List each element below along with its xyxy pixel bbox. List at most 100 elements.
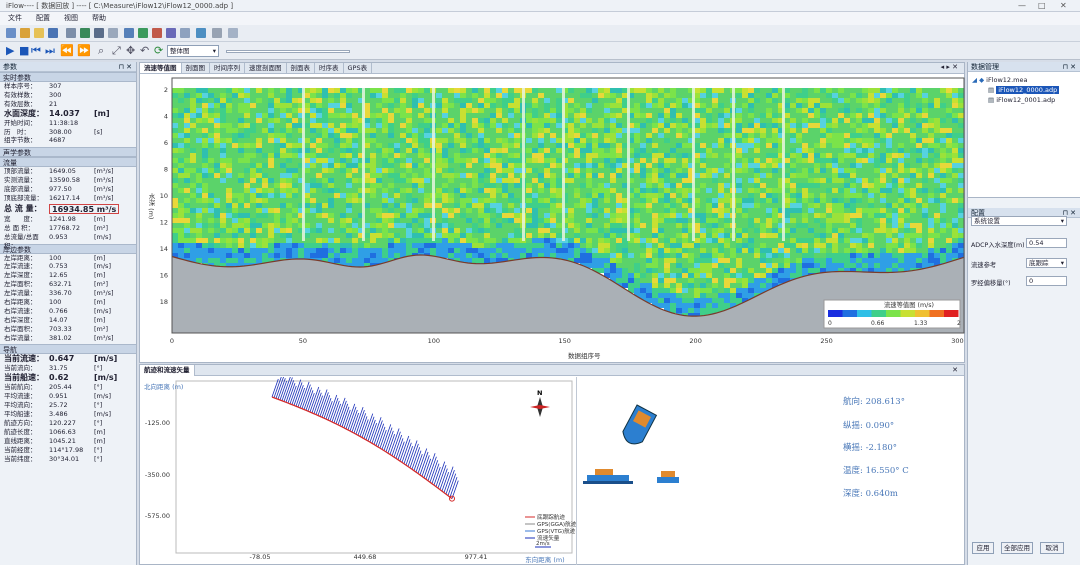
fit-icon[interactable]: ⤢ [112, 44, 121, 57]
param-label: 左岸流量： [4, 289, 37, 298]
tab-track-vectors[interactable]: 航迹和流速矢量 [140, 365, 195, 376]
config-select[interactable]: 系统设置 ▾ [971, 216, 1067, 226]
tab-time-table[interactable]: 时序表 [315, 63, 344, 73]
adcp-depth-input[interactable]: 0.54 [1026, 238, 1067, 248]
track-y-label: 北向距离 (m) [144, 382, 183, 391]
track-close-icon[interactable]: ✕ [952, 366, 958, 374]
pan-icon[interactable]: ✥ [126, 44, 136, 57]
param-value: 4687 [49, 136, 66, 145]
chart-icon[interactable] [138, 28, 148, 38]
section-bank[interactable]: 岸边参数 [0, 243, 136, 254]
tab-gps-table[interactable]: GPS表 [344, 63, 373, 73]
tab-close-icon[interactable]: ◂ ▸ ✕ [940, 63, 958, 71]
tab-profile-table[interactable]: 剖面表 [287, 63, 315, 73]
step-forward-icon[interactable]: ⏭ [45, 44, 55, 57]
menu-help[interactable]: 帮助 [92, 14, 106, 22]
boat-attitude-view [583, 404, 679, 484]
maximize-button[interactable]: □ [1038, 1, 1046, 10]
x-tick-label: 100 [428, 337, 440, 345]
param-unit: [m/s] [94, 232, 111, 241]
section-flow[interactable]: 流量 [0, 157, 136, 168]
param-row: 平均流向： 25.72 [°] [0, 401, 136, 410]
param-row: 右岸距离： 100 [m] [0, 298, 136, 307]
param-row: 总流量/总面积： 0.953 [m/s] [0, 232, 136, 250]
step-back-icon[interactable]: ⏮ [31, 44, 41, 57]
apply-button[interactable]: 应用 [972, 542, 994, 554]
param-row: 顶底部流量： 16217.14 [m³/s] [0, 194, 136, 203]
undo-icon[interactable]: ↶ [140, 44, 150, 57]
fast-forward-icon[interactable]: ⏩ [77, 44, 91, 57]
track-y-tick: -125.00 [145, 419, 170, 427]
compass-offset-input[interactable]: 0 [1026, 276, 1067, 286]
tree-item-file-1[interactable]: ▤ iFlow12_0001.adp [972, 96, 1076, 104]
param-unit: [m] [94, 315, 106, 324]
menu-view[interactable]: 视图 [64, 14, 78, 22]
velocity-ref-select[interactable]: 底跟踪 ▾ [1026, 258, 1067, 268]
file-icon: ▤ [988, 86, 995, 94]
settings-icon[interactable] [94, 28, 104, 38]
tab-time-series[interactable]: 时间序列 [210, 63, 245, 73]
zoom-icon[interactable]: ⌕ [98, 44, 105, 57]
view-select[interactable]: 整体图 ▾ [167, 45, 219, 57]
boat-front-icon [657, 471, 679, 483]
velocity-contour-plot[interactable]: 2 4 6 8 10 12 14 16 18 0 50 100 150 200 250 300 流速等值图 (m… [140, 75, 966, 363]
save-icon[interactable] [48, 28, 58, 38]
minimize-button[interactable]: — [1018, 1, 1026, 10]
param-unit: [m/s] [94, 373, 118, 383]
pin-icon[interactable]: ⊓ ✕ [118, 63, 132, 71]
playback-slider[interactable] [226, 50, 350, 53]
new-file-icon[interactable] [6, 28, 16, 38]
param-value: 114°17.98 [49, 445, 84, 454]
riverbed-line [171, 254, 965, 317]
total-flow-row: 总 流 量： 16934.85 m³/s [0, 203, 136, 214]
play-icon[interactable]: ▶ [6, 44, 15, 57]
param-value: 13590.58 [49, 176, 81, 185]
tree-item-project[interactable]: ◢ ◆ iFlow12.mea [972, 76, 1076, 84]
apply-all-button[interactable]: 全部应用 [1001, 542, 1033, 554]
param-value: 703.33 [49, 324, 72, 333]
param-row: 组字节数： 4687 [0, 136, 136, 145]
open-folder-icon[interactable] [34, 28, 44, 38]
tab-velocity-contour[interactable]: 流速等值图 [140, 63, 182, 73]
tab-velocity-profile[interactable]: 速度剖面图 [245, 63, 287, 73]
menu-config[interactable]: 配置 [36, 14, 50, 22]
pin-icon[interactable]: ⊓ ✕ [1062, 63, 1076, 71]
bottom-track-line [271, 396, 453, 500]
flow-rows-2: 宽 度：1241.98[m]总 面 积：17768.72[m²]总流量/总面积：… [0, 215, 136, 250]
print-icon[interactable] [212, 28, 222, 38]
grid-icon[interactable] [124, 28, 134, 38]
cancel-button[interactable]: 取消 [1040, 542, 1064, 554]
param-unit: [m³/s] [94, 185, 114, 194]
menu-file[interactable]: 文件 [8, 14, 22, 22]
pin-icon[interactable]: ⊓ ✕ [1062, 209, 1076, 217]
marker-icon[interactable] [80, 28, 90, 38]
param-label: 右岸深度： [4, 315, 37, 324]
rewind-icon[interactable]: ⏪ [60, 44, 74, 57]
layout-icon[interactable] [180, 28, 190, 38]
tools-icon[interactable] [108, 28, 118, 38]
param-unit: [°] [94, 383, 103, 392]
param-value: 308.00 [49, 127, 72, 136]
close-button[interactable]: ✕ [1060, 1, 1067, 10]
section-acoustic[interactable]: 声学参数 [0, 147, 136, 158]
refresh-icon[interactable]: ⟳ [154, 44, 164, 57]
section-realtime[interactable]: 实时参数 [0, 72, 136, 82]
profile-icon[interactable] [152, 28, 162, 38]
section-nav[interactable]: 导航 [0, 344, 136, 355]
x-tick-label: 0 [170, 337, 174, 345]
report-icon[interactable] [196, 28, 206, 38]
export-icon[interactable] [66, 28, 76, 38]
legend-tick: 0.66 [871, 320, 885, 327]
y-tick-label: 12 [160, 219, 168, 227]
stop-icon[interactable]: ■ [19, 44, 30, 57]
param-unit: [°] [94, 418, 103, 427]
param-row: 左岸流速： 0.753 [m/s] [0, 262, 136, 271]
tree-item-file-0[interactable]: ▤ iFlow12_0000.adp [972, 86, 1076, 94]
track-plot[interactable]: 北向距离 (m) -125.00 -350.00 -575.00 -78.05 449.6… [140, 377, 576, 565]
window-title: iFlow---- [ 数据回放 ] ---- [ C:\Measure\iFl… [6, 2, 234, 10]
edit-icon[interactable] [20, 28, 30, 38]
table-icon[interactable] [166, 28, 176, 38]
tab-profile[interactable]: 剖面图 [182, 63, 210, 73]
legend-swatch [886, 310, 901, 317]
window-icon[interactable] [228, 28, 238, 38]
